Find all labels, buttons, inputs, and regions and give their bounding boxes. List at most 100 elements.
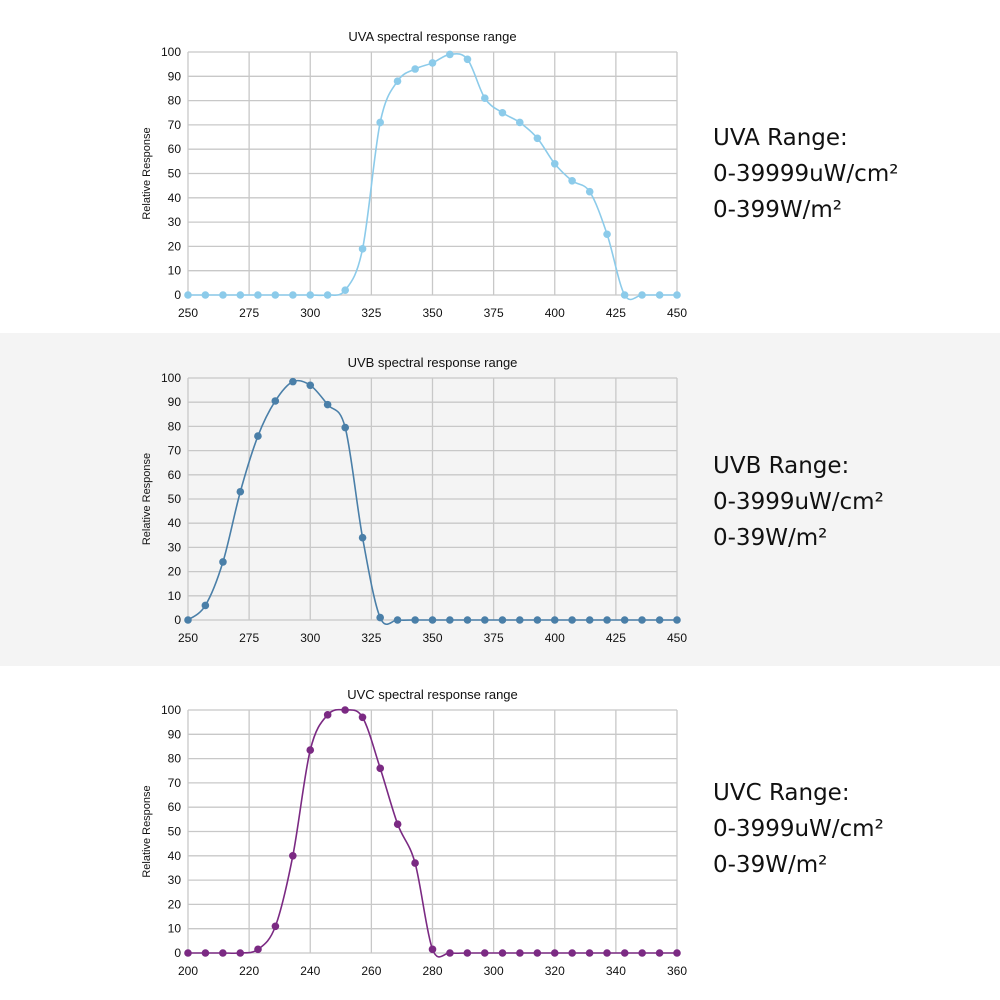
uvc-data-point [254, 945, 262, 954]
uva-data-point [568, 176, 576, 185]
uvc-data-point [603, 949, 611, 957]
uva-x-tick-label: 400 [545, 306, 565, 320]
uvc-data-point [289, 852, 297, 860]
uva-y-tick-label: 40 [168, 191, 182, 205]
uva-data-point [655, 291, 664, 299]
uva-range-label: UVA Range: [713, 125, 848, 151]
uvb-data-point [323, 400, 332, 409]
uvb-y-tick-label: 20 [168, 565, 182, 579]
uva-data-point [323, 291, 332, 299]
uvb-data-point [341, 423, 350, 432]
uvc-data-point [446, 949, 454, 957]
uvc-x-tick-label: 280 [422, 964, 442, 978]
uvb-x-tick-label: 300 [300, 631, 320, 645]
uvb-data-point [446, 616, 454, 624]
uva-range-uw: 0-39999uW/cm² [713, 161, 899, 187]
uvc-data-point [480, 949, 489, 957]
uvb-data-point [498, 616, 507, 624]
uvb-y-tick-label: 40 [168, 516, 182, 530]
uvb-range-label: UVB Range: [713, 453, 850, 479]
uvb-range-w: 0-39W/m² [713, 525, 828, 551]
uvb-data-point [376, 613, 384, 622]
uva-x-tick-label: 325 [361, 306, 381, 320]
uvc-data-point [271, 922, 280, 931]
uvb-x-tick-label: 250 [178, 631, 198, 645]
uvc-data-point [306, 746, 315, 754]
uvb-data-point [620, 616, 629, 624]
uvc-data-point [393, 820, 402, 829]
uvb-data-point [393, 616, 402, 624]
uvc-range-text: UVC Range: 0-3999uW/cm² 0-39W/m² [713, 775, 884, 883]
uvc-data-point [585, 949, 594, 957]
uvc-data-point [568, 949, 576, 957]
uvb-data-point [568, 616, 576, 624]
uvc-data-point [428, 945, 437, 954]
uvb-data-point [655, 616, 664, 624]
uva-data-point [428, 59, 437, 67]
uvc-y-tick-label: 90 [168, 727, 182, 741]
uvb-data-point [585, 616, 594, 624]
uvc-data-point [516, 949, 524, 957]
uva-y-tick-label: 60 [168, 142, 182, 156]
uva-y-tick-label: 70 [168, 118, 182, 132]
uvb-x-tick-label: 350 [422, 631, 442, 645]
uvc-y-tick-label: 40 [168, 849, 182, 863]
uvc-data-point [411, 859, 419, 867]
uvb-data-point [603, 616, 611, 624]
uva-data-point [341, 286, 350, 294]
uva-data-point [236, 291, 245, 299]
uvc-data-point [533, 949, 542, 957]
uvc-x-tick-label: 260 [361, 964, 381, 978]
uva-x-tick-label: 450 [667, 306, 687, 320]
uvb-data-point [515, 616, 524, 624]
uva-y-tick-label: 0 [174, 288, 181, 302]
uvb-range-text: UVB Range: 0-3999uW/cm² 0-39W/m² [713, 448, 884, 556]
uvb-x-tick-label: 275 [239, 631, 259, 645]
uva-data-point [638, 291, 646, 299]
uvb-x-tick-label: 425 [606, 631, 626, 645]
uvb-data-point [533, 616, 542, 624]
uva-y-tick-label: 30 [168, 215, 182, 229]
uvb-x-tick-label: 375 [484, 631, 504, 645]
uvb-data-point [201, 601, 210, 610]
uvb-data-point [673, 616, 681, 624]
uva-y-tick-label: 20 [168, 239, 182, 253]
uvc-y-tick-label: 80 [168, 752, 182, 766]
uva-x-tick-label: 375 [484, 306, 504, 320]
uva-data-point [463, 55, 472, 64]
uva-data-point [411, 65, 419, 73]
uva-data-point [673, 291, 681, 299]
uva-data-point [271, 291, 280, 299]
uvb-data-point [358, 533, 367, 542]
uva-x-tick-label: 275 [239, 306, 259, 320]
uva-x-tick-label: 300 [300, 306, 320, 320]
uvc-data-point [219, 949, 227, 957]
uvb-y-tick-label: 80 [168, 419, 182, 433]
uvb-y-tick-label: 0 [174, 613, 181, 627]
uvc-data-point [498, 949, 507, 957]
uvc-data-point [184, 949, 192, 957]
uvb-data-point [638, 616, 646, 624]
uva-y-tick-label: 10 [168, 264, 182, 278]
uvc-x-tick-label: 360 [667, 964, 687, 978]
uva-data-point [358, 245, 367, 253]
uvc-data-point [550, 949, 559, 957]
uvb-data-point [411, 616, 419, 624]
uva-x-tick-label: 350 [422, 306, 442, 320]
uvc-data-point [323, 711, 332, 719]
uvb-y-tick-label: 10 [168, 589, 182, 603]
uva-data-point [184, 291, 192, 299]
uvc-x-tick-label: 320 [545, 964, 565, 978]
uvc-data-point [358, 713, 367, 722]
uvb-chart-title: UVB spectral response range [348, 355, 518, 370]
uvc-range-label: UVC Range: [713, 780, 850, 806]
uvc-data-point [201, 949, 210, 957]
uva-y-tick-label: 90 [168, 69, 182, 83]
uvb-data-point [271, 397, 280, 405]
uvc-x-tick-label: 220 [239, 964, 259, 978]
uvc-x-tick-label: 300 [484, 964, 504, 978]
uva-data-point [603, 230, 611, 239]
uvb-x-tick-label: 400 [545, 631, 565, 645]
uvc-y-tick-label: 100 [161, 703, 181, 717]
uva-data-point [620, 291, 629, 299]
